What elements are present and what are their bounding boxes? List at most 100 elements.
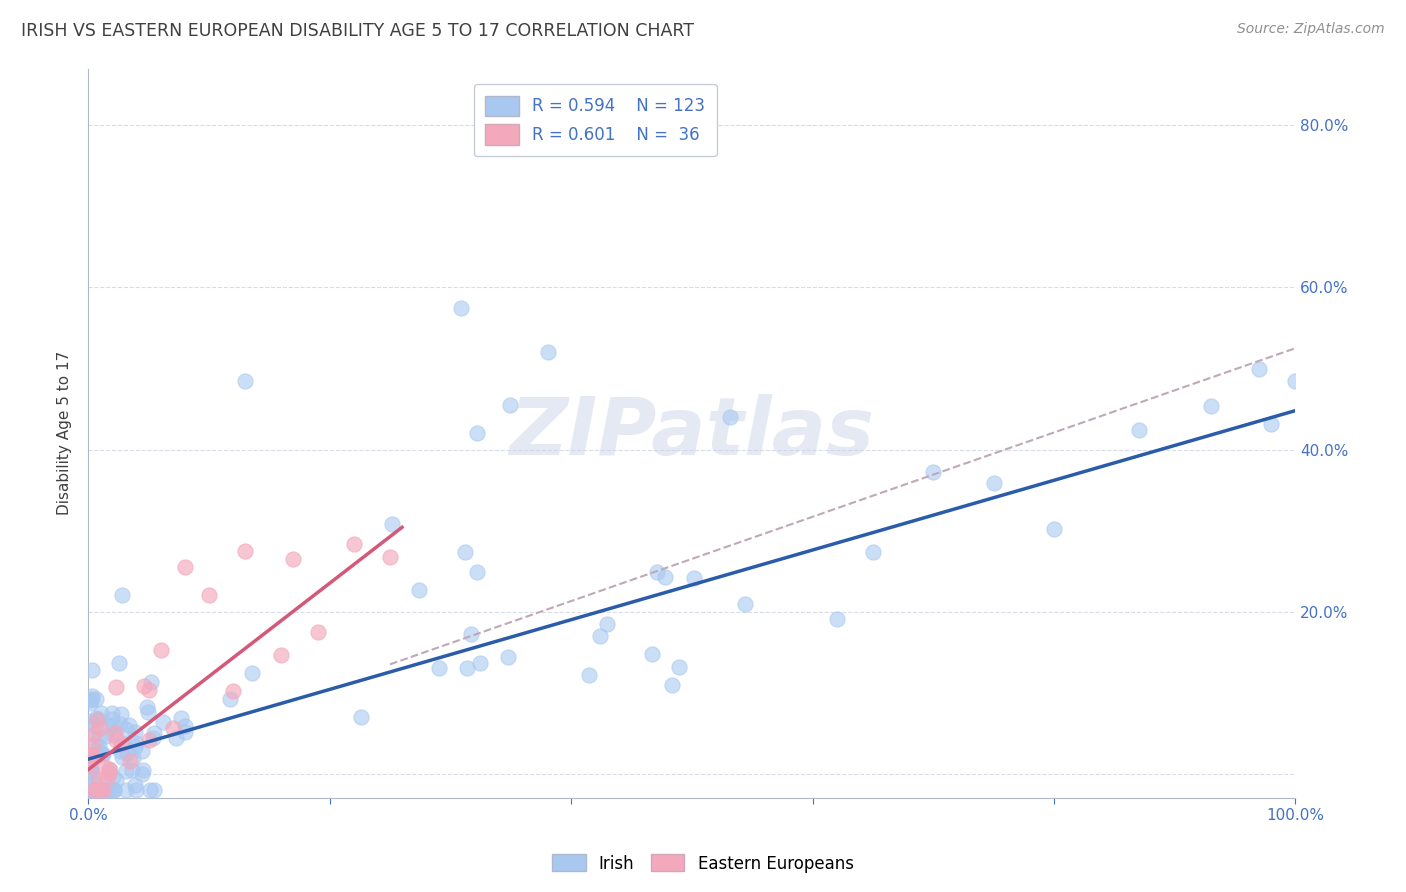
Point xyxy=(283,552,305,566)
Point xyxy=(101,718,124,732)
Point xyxy=(79,765,101,780)
Point xyxy=(83,748,105,763)
Point xyxy=(90,706,112,720)
Point xyxy=(103,783,125,797)
Point xyxy=(82,783,104,797)
Point xyxy=(118,718,141,732)
Point xyxy=(96,771,118,785)
Point xyxy=(173,724,195,739)
Point xyxy=(219,692,242,706)
Point xyxy=(173,719,195,733)
Point xyxy=(86,783,108,797)
Point xyxy=(641,647,664,661)
Point xyxy=(122,751,145,765)
Point xyxy=(465,565,488,579)
Point xyxy=(83,783,105,797)
Point xyxy=(89,739,111,753)
Point xyxy=(97,763,120,777)
Point xyxy=(82,689,104,703)
Point xyxy=(132,679,155,693)
Point xyxy=(136,700,159,714)
Point xyxy=(132,763,155,777)
Point xyxy=(131,766,153,780)
Point xyxy=(80,749,103,764)
Point xyxy=(93,783,115,797)
Point xyxy=(111,750,134,764)
Point xyxy=(83,719,105,733)
Point xyxy=(115,764,138,778)
Point xyxy=(104,726,127,740)
Point xyxy=(103,783,125,797)
Point xyxy=(110,706,132,721)
Point xyxy=(143,726,166,740)
Text: Source: ZipAtlas.com: Source: ZipAtlas.com xyxy=(1237,22,1385,37)
Point xyxy=(117,746,139,760)
Point xyxy=(408,582,430,597)
Point xyxy=(79,696,101,710)
Point xyxy=(125,736,148,750)
Point xyxy=(77,762,100,776)
Point xyxy=(149,643,172,657)
Point xyxy=(429,661,451,675)
Point xyxy=(162,721,184,735)
Point xyxy=(307,625,329,640)
Point xyxy=(86,714,108,728)
Point xyxy=(124,778,146,792)
Point xyxy=(100,783,122,797)
Point xyxy=(378,550,401,565)
Point xyxy=(222,683,245,698)
Point xyxy=(82,692,104,706)
Point xyxy=(98,765,121,780)
Point xyxy=(578,668,600,682)
Point xyxy=(734,597,756,611)
Point xyxy=(152,714,174,729)
Point xyxy=(112,737,135,751)
Point xyxy=(107,656,129,670)
Point xyxy=(862,545,884,559)
Point xyxy=(83,727,105,741)
Point xyxy=(96,729,118,743)
Point xyxy=(80,747,103,762)
Point xyxy=(173,560,195,574)
Point xyxy=(90,783,112,797)
Point xyxy=(460,626,482,640)
Point xyxy=(242,665,264,680)
Point xyxy=(87,783,110,797)
Point xyxy=(104,732,127,747)
Point xyxy=(83,774,105,789)
Point xyxy=(87,783,110,797)
Point xyxy=(87,772,110,787)
Point xyxy=(84,692,107,706)
Point xyxy=(97,719,120,733)
Point xyxy=(98,763,121,777)
Point xyxy=(110,737,132,751)
Point xyxy=(138,733,160,747)
Point xyxy=(270,648,292,663)
Point xyxy=(94,760,117,774)
Point xyxy=(825,612,848,626)
Point xyxy=(1199,399,1222,413)
Point xyxy=(94,783,117,797)
Point xyxy=(90,747,112,761)
Point xyxy=(596,617,619,632)
Point xyxy=(1128,424,1150,438)
Point xyxy=(101,712,124,726)
Point xyxy=(118,754,141,768)
Point xyxy=(381,516,404,531)
Point xyxy=(499,398,522,412)
Text: ZIPatlas: ZIPatlas xyxy=(509,394,875,472)
Point xyxy=(450,301,472,315)
Point xyxy=(124,739,146,754)
Point xyxy=(983,476,1005,491)
Point xyxy=(91,747,114,761)
Point xyxy=(87,712,110,726)
Point xyxy=(80,730,103,744)
Point xyxy=(125,783,148,797)
Point xyxy=(103,728,125,742)
Point xyxy=(101,706,124,720)
Legend: R = 0.594    N = 123, R = 0.601    N =  36: R = 0.594 N = 123, R = 0.601 N = 36 xyxy=(474,84,717,156)
Point xyxy=(131,744,153,758)
Point xyxy=(138,682,160,697)
Point xyxy=(79,714,101,728)
Point xyxy=(142,731,165,746)
